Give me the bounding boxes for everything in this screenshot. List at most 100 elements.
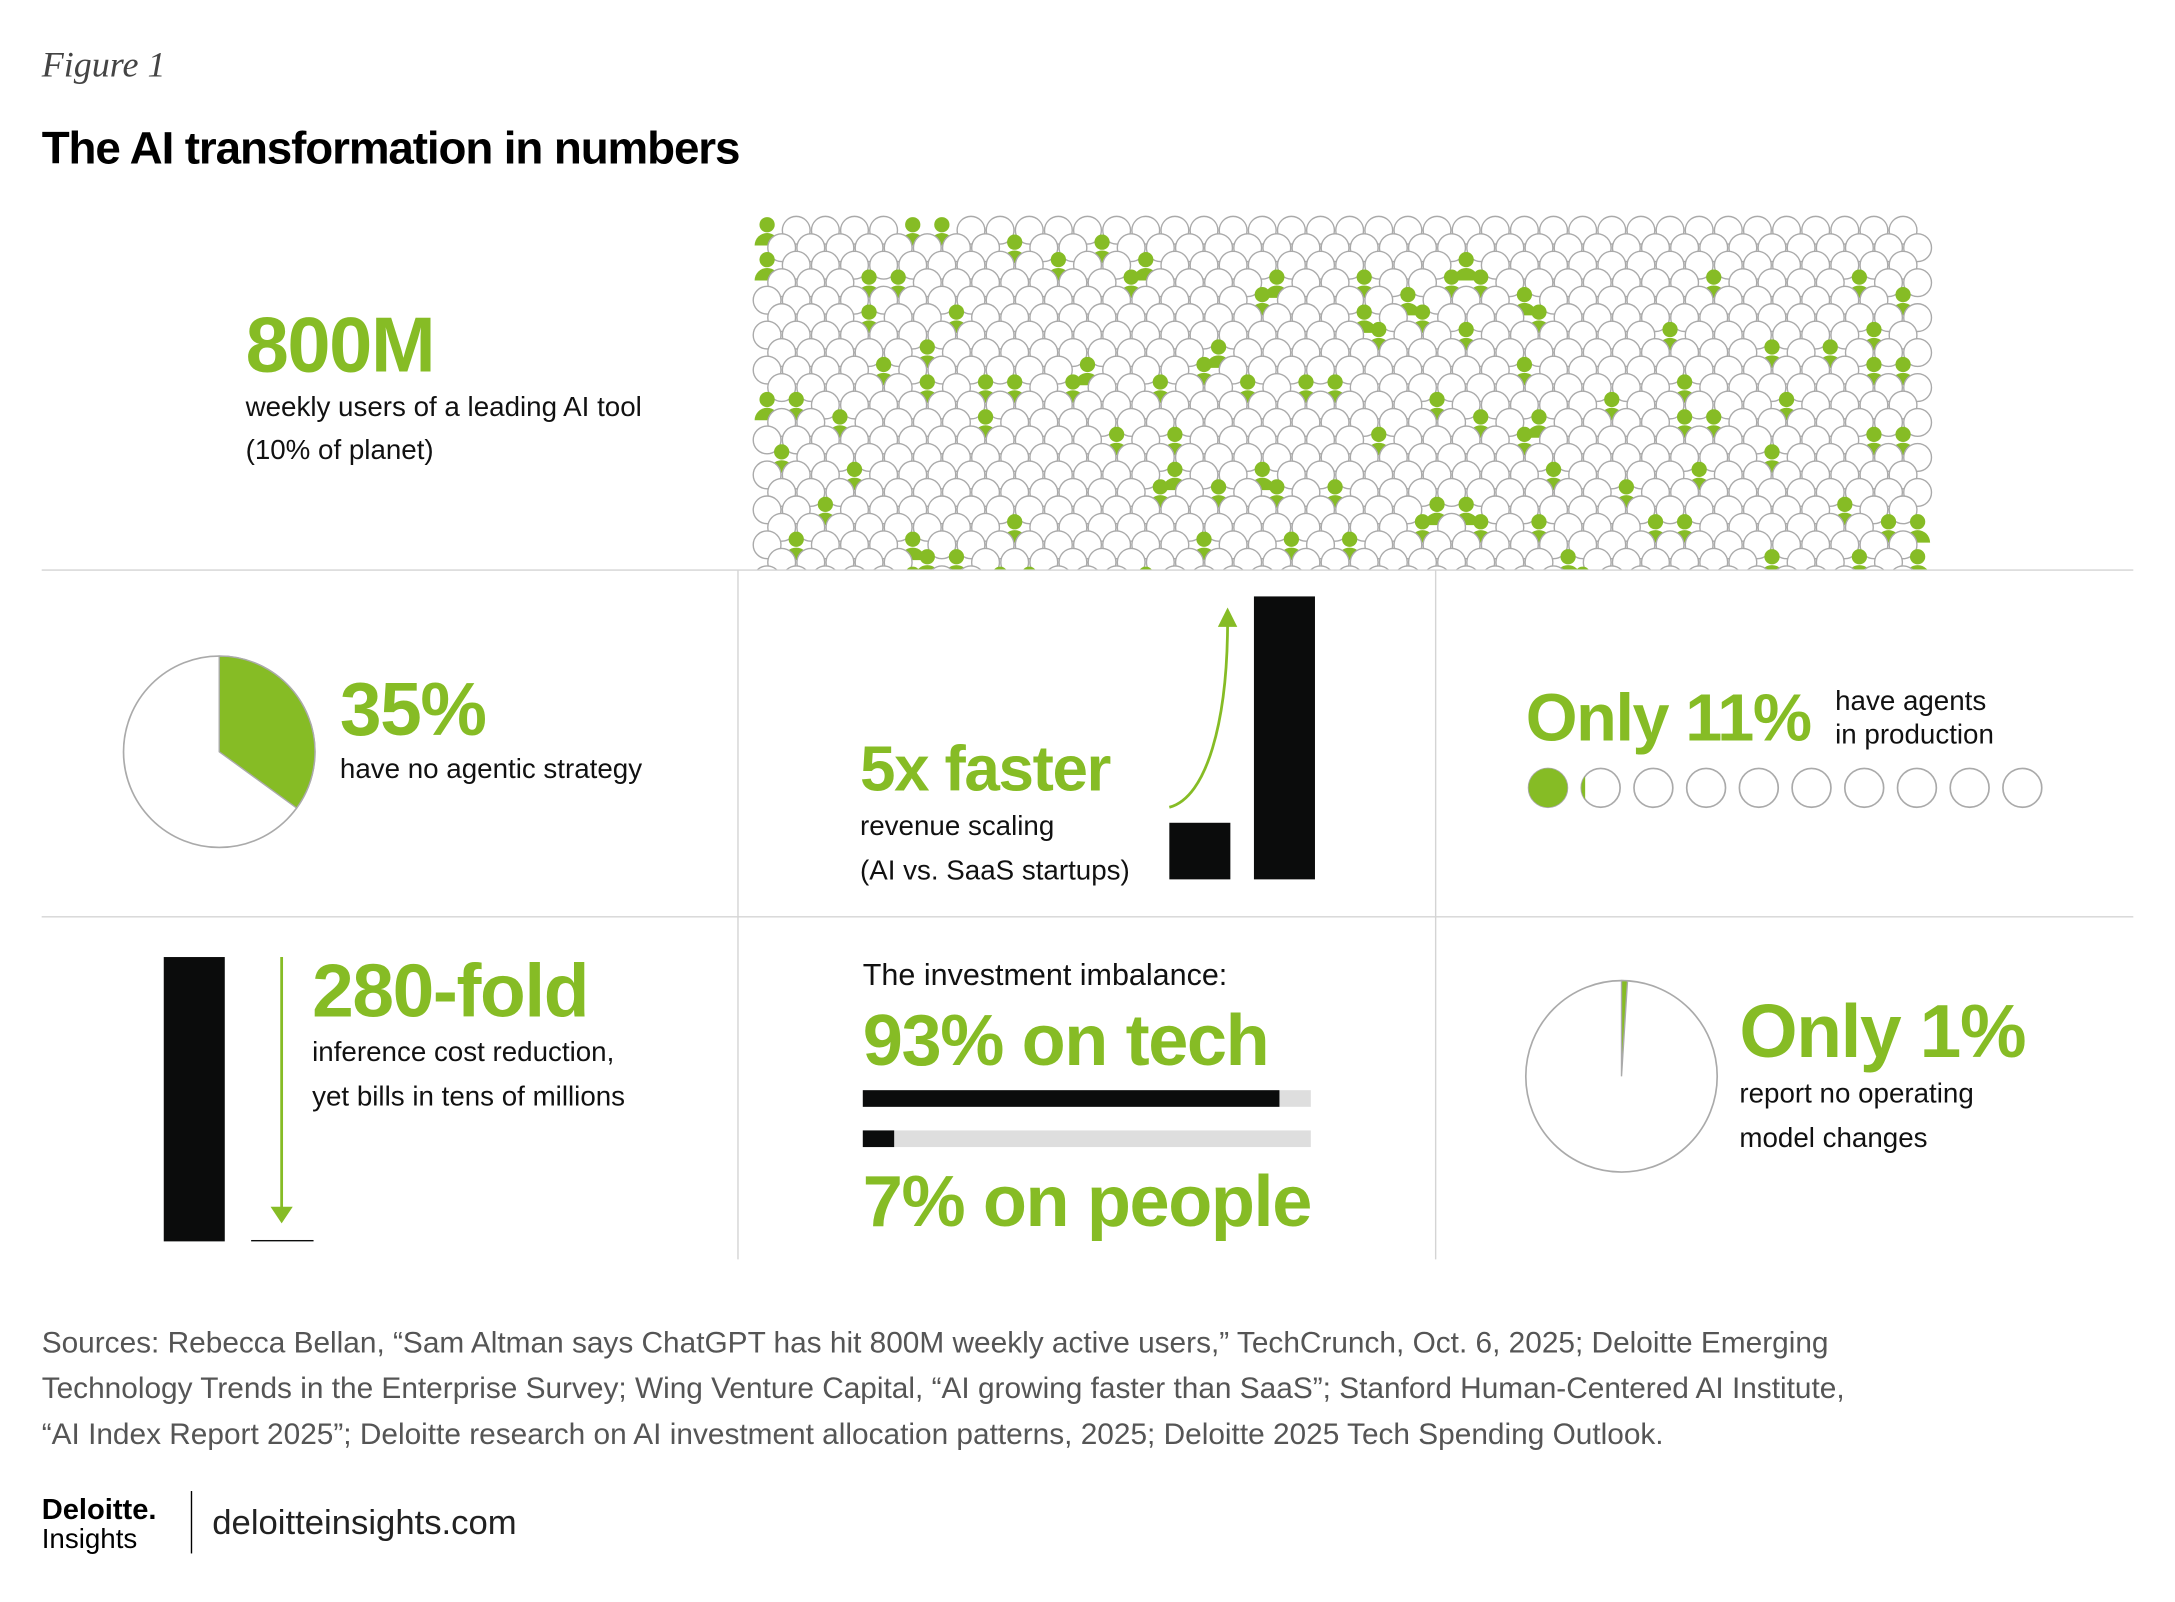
person-head (1676, 409, 1693, 425)
person-head (1429, 496, 1445, 512)
person-head (1050, 252, 1067, 268)
person-head (919, 339, 935, 355)
person-head (919, 374, 935, 390)
person-head (1851, 269, 1868, 285)
person-outline (1466, 547, 1496, 571)
person-head (1764, 549, 1780, 565)
source-line: Technology Trends in the Enterprise Surv… (42, 1372, 1845, 1405)
person-head (1516, 426, 1533, 443)
person-outline (1888, 495, 1918, 525)
headline: 7% on people (863, 1162, 1311, 1242)
person-outline (1582, 547, 1612, 571)
person-head (1866, 356, 1882, 373)
person-head (1269, 269, 1285, 285)
arrow (1168, 621, 1229, 809)
person-outline (1437, 547, 1467, 571)
person-head (1327, 479, 1343, 495)
dot-outline (1685, 767, 1727, 809)
source-line: “AI Index Report 2025”; Deloitte researc… (42, 1418, 1664, 1451)
headline: 800M (246, 303, 435, 389)
person-head (1516, 286, 1533, 303)
person-head (1618, 479, 1634, 495)
person-head (875, 356, 892, 373)
person-outline (1611, 547, 1641, 571)
person-body (1133, 583, 1158, 595)
headline: 93% on tech (863, 1001, 1268, 1081)
headline: Only 1% (1739, 989, 2025, 1073)
person-outline (1105, 565, 1128, 571)
person-outline (1145, 547, 1175, 571)
person-outline (1684, 390, 1714, 420)
person-head (1604, 391, 1620, 408)
person-outline (1305, 355, 1336, 385)
person-head (1123, 269, 1139, 285)
person-head (1210, 339, 1227, 355)
bars (862, 1090, 1311, 1148)
person-head (1516, 356, 1533, 373)
dot-outline (1843, 767, 1885, 809)
person-head (1837, 496, 1853, 512)
person-outline (1873, 407, 1904, 438)
person-head (1676, 374, 1693, 390)
person-head (1531, 514, 1547, 530)
person-outline (1688, 565, 1711, 571)
brand: Deloitte. (42, 1494, 157, 1526)
person-outline (1174, 547, 1205, 571)
person-head (1138, 252, 1154, 268)
brand-sub: Insights (42, 1523, 138, 1554)
person-head (934, 217, 950, 233)
title: The AI transformation in numbers (42, 123, 740, 174)
person-outline (1746, 565, 1769, 571)
person-head (1007, 234, 1023, 250)
person-head (1473, 269, 1489, 285)
body-text: revenue scaling (860, 810, 1054, 841)
person-head (1531, 304, 1547, 320)
person-outline (985, 355, 1015, 385)
body-text: report no operating (1739, 1078, 1973, 1109)
person-head (1283, 531, 1300, 547)
person-head (1866, 426, 1882, 443)
person-body (1570, 583, 1595, 595)
body-text: yet bills in tens of millions (312, 1080, 625, 1111)
person-head (1167, 461, 1183, 477)
person-outline (1542, 565, 1565, 571)
person-outline (1280, 565, 1303, 571)
person-head (1706, 269, 1722, 285)
person-head (905, 217, 921, 233)
person-outline (1815, 547, 1845, 571)
person-outline (1833, 565, 1856, 571)
person-head (1342, 531, 1358, 547)
person-head (1895, 426, 1911, 443)
person-head (1210, 479, 1227, 495)
person-head (1647, 514, 1664, 530)
dot-outline (1738, 767, 1780, 809)
bar (1253, 596, 1315, 880)
person-outline (1222, 565, 1244, 571)
person-head (1545, 461, 1562, 477)
person-outline (1670, 547, 1700, 571)
person-outline (767, 372, 797, 403)
person-outline (796, 547, 826, 571)
person-outline (1047, 565, 1070, 571)
person-head (1139, 566, 1153, 571)
person-outline (1630, 565, 1652, 571)
person-head (1196, 531, 1212, 547)
bar-track (862, 1130, 1311, 1148)
pie-slice (218, 655, 316, 809)
person-outline (1513, 565, 1536, 571)
person-head (906, 566, 920, 571)
person-outline (970, 547, 1001, 571)
person-outline (1320, 547, 1350, 571)
person-head (1895, 356, 1911, 373)
person-head (1371, 426, 1387, 443)
dot-fill (1581, 776, 1586, 800)
person-outline (785, 565, 808, 571)
dot-outline (1580, 767, 1621, 809)
person-outline (1892, 565, 1914, 571)
body-text: have agents (1835, 685, 1986, 716)
person-head (1298, 374, 1314, 390)
person-head (1327, 374, 1343, 390)
person-head (1094, 234, 1110, 250)
person-outline (1233, 547, 1263, 571)
